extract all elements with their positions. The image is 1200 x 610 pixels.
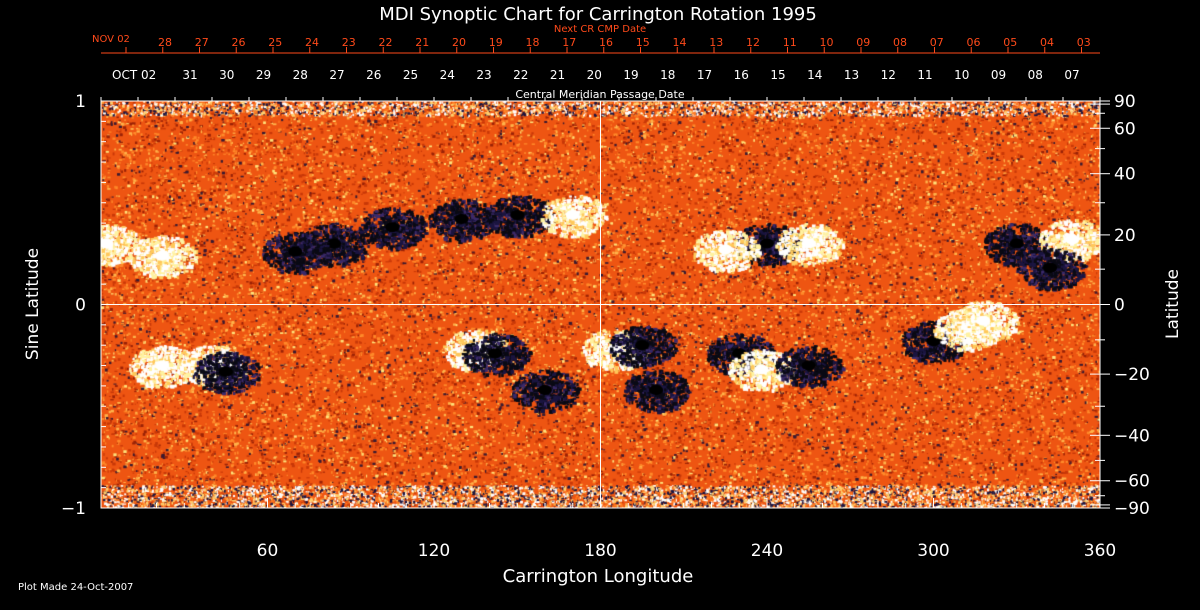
- x-tick-label: 120: [418, 541, 450, 561]
- next-cr-day-label: 28: [158, 36, 172, 49]
- cmp-day-label: 24: [440, 68, 455, 82]
- y-tick-label-right: 90: [1114, 92, 1136, 112]
- y-tick-label-right: 40: [1114, 165, 1136, 185]
- cmp-day-label: 19: [623, 68, 638, 82]
- next-cr-day-label: 23: [342, 36, 356, 49]
- x-tick-label: 360: [1084, 541, 1116, 561]
- next-cr-day-label: 17: [562, 36, 576, 49]
- cmp-day-label: 28: [293, 68, 308, 82]
- chart-marks: 60 120 180 240 300 36010−1906040200−20−40−60−…: [61, 36, 1150, 561]
- next-cr-day-label: 07: [930, 36, 944, 49]
- next-cr-day-label: 14: [673, 36, 687, 49]
- next-cr-day-label: 15: [636, 36, 650, 49]
- next-cr-day-label: 08: [893, 36, 907, 49]
- y-tick-label-right: −90: [1114, 499, 1150, 519]
- next-cr-day-label: 06: [967, 36, 981, 49]
- y-axis-label-right: Latitude: [1163, 269, 1183, 339]
- cmp-day-label: 16: [734, 68, 749, 82]
- next-cr-day-label: 22: [379, 36, 393, 49]
- y-tick-label-right: 60: [1114, 119, 1136, 139]
- cmp-day-label: 20: [587, 68, 602, 82]
- next-cr-day-label: 09: [856, 36, 870, 49]
- x-tick-label: 240: [751, 541, 783, 561]
- next-cr-day-label: 16: [599, 36, 613, 49]
- cmp-day-label: 17: [697, 68, 712, 82]
- next-cr-day-label: 20: [452, 36, 466, 49]
- y-tick-label-left: −1: [61, 499, 86, 519]
- y-axis-label-left: Sine Latitude: [23, 248, 43, 360]
- cmp-day-label: 12: [881, 68, 896, 82]
- y-tick-label-left: 0: [75, 296, 86, 316]
- cmp-day-label: 21: [550, 68, 565, 82]
- cmp-day-label: 22: [513, 68, 528, 82]
- cmp-day-label: 18: [660, 68, 675, 82]
- next-cr-day-label: 13: [709, 36, 723, 49]
- cmp-day-label: 29: [256, 68, 271, 82]
- cmp-day-label: 23: [476, 68, 491, 82]
- next-cr-axis-title: Next CR CMP Date: [554, 24, 646, 35]
- cmp-day-label: 10: [954, 68, 969, 82]
- cmp-day-label: 31: [182, 68, 197, 82]
- cmp-day-label: 07: [1064, 68, 1079, 82]
- x-tick-label: 300: [917, 541, 949, 561]
- x-tick-label: 60: [257, 541, 279, 561]
- y-tick-label-right: −60: [1114, 472, 1150, 492]
- y-tick-label-right: −20: [1114, 365, 1150, 385]
- cmp-day-label: 11: [917, 68, 932, 82]
- plot-made-label: Plot Made 24-Oct-2007: [18, 582, 133, 593]
- next-cr-day-label: 05: [1003, 36, 1017, 49]
- next-cr-day-label: 18: [526, 36, 540, 49]
- y-tick-label-right: −40: [1114, 426, 1150, 446]
- cmp-day-label: 08: [1028, 68, 1043, 82]
- next-cr-day-label: 19: [489, 36, 503, 49]
- cmp-day-label: 13: [844, 68, 859, 82]
- cmp-axis-title: Central Meridian Passage Date: [515, 88, 684, 101]
- cmp-day-label: 25: [403, 68, 418, 82]
- y-tick-label-right: 20: [1114, 226, 1136, 246]
- next-cr-day-label: 26: [232, 36, 246, 49]
- next-cr-day-label: 12: [746, 36, 760, 49]
- cmp-day-label: 27: [329, 68, 344, 82]
- y-tick-label-right: 0: [1114, 296, 1125, 316]
- cmp-day-label: 15: [770, 68, 785, 82]
- next-cr-day-label: 25: [268, 36, 282, 49]
- next-cr-day-label: 03: [1077, 36, 1091, 49]
- x-tick-label: 180: [584, 541, 616, 561]
- cmp-day-label: 26: [366, 68, 381, 82]
- cmp-day-label: 30: [219, 68, 234, 82]
- next-cr-month-label: NOV 02: [92, 34, 130, 45]
- y-tick-label-left: 1: [75, 92, 86, 112]
- cmp-day-label: 09: [991, 68, 1006, 82]
- next-cr-day-label: 21: [415, 36, 429, 49]
- next-cr-day-label: 04: [1040, 36, 1054, 49]
- x-axis-label: Carrington Longitude: [503, 566, 694, 587]
- cmp-month-label: OCT 02: [112, 68, 156, 82]
- next-cr-day-label: 27: [195, 36, 209, 49]
- cmp-day-label: 14: [807, 68, 822, 82]
- chart-title: MDI Synoptic Chart for Carrington Rotati…: [379, 4, 817, 25]
- next-cr-day-label: 10: [820, 36, 834, 49]
- next-cr-day-label: 11: [783, 36, 797, 49]
- next-cr-day-label: 24: [305, 36, 319, 49]
